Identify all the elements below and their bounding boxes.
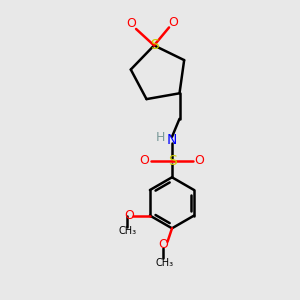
Text: O: O [169,16,178,29]
Text: O: O [140,154,149,167]
Text: O: O [158,238,168,251]
Text: O: O [127,17,136,30]
Text: H: H [155,131,165,144]
Text: CH₃: CH₃ [119,226,137,236]
Text: S: S [168,154,176,168]
Text: O: O [195,154,205,167]
Text: S: S [150,38,158,52]
Text: N: N [167,133,177,147]
Text: CH₃: CH₃ [155,258,173,268]
Text: O: O [124,209,134,222]
